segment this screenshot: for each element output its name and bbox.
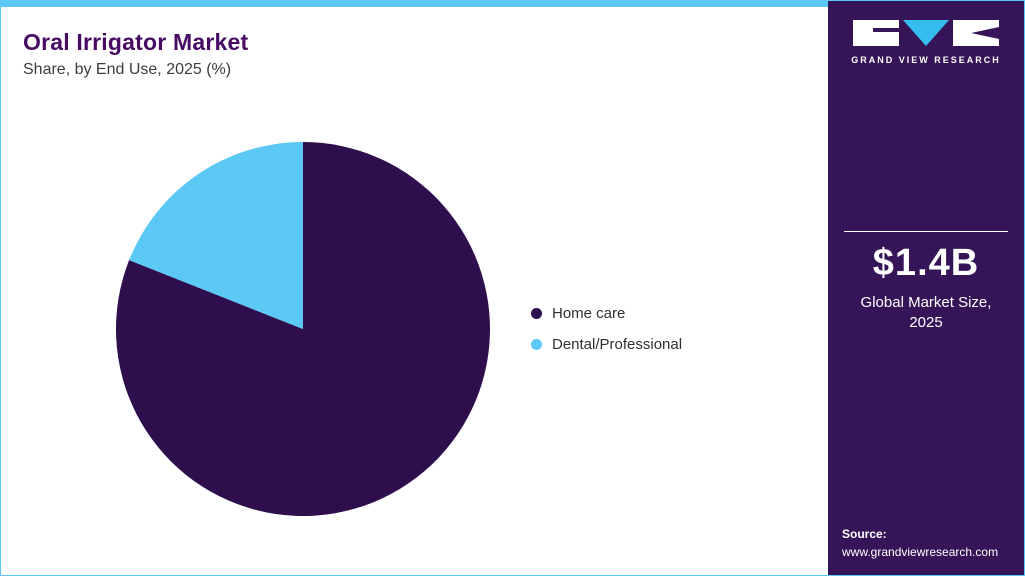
gvr-logo: GRAND VIEW RESEARCH [842,19,1010,65]
page-subtitle: Share, by End Use, 2025 (%) [23,61,232,78]
legend-swatch-home-care [531,308,542,319]
legend-label-dental-professional: Dental/Professional [552,336,683,353]
market-size-divider [844,231,1008,233]
market-size-value: $1.4B [872,242,980,285]
sidebar: GRAND VIEW RESEARCH $1.4B Global Market … [828,1,1024,575]
pie-chart [113,139,493,519]
source-block: Source: www.grandviewresearch.com [842,526,1010,561]
source-url[interactable]: www.grandviewresearch.com [842,544,999,559]
legend-label-home-care: Home care [552,305,626,322]
source-label: Source: [842,527,887,542]
chart-area: Oral Irrigator Market Share, by End Use,… [1,1,828,575]
market-size-block: $1.4B Global Market Size, 2025 [842,231,1010,332]
legend-item-home-care: Home care [531,305,682,322]
legend-item-dental-professional: Dental/Professional [531,336,682,353]
gvr-logo-icon [853,20,999,46]
legend: Home care Dental/Professional [531,305,682,353]
market-size-label: Global Market Size, 2025 [860,294,992,331]
brand-name: GRAND VIEW RESEARCH [851,55,1001,65]
legend-swatch-dental-professional [531,339,542,350]
page-title: Oral Irrigator Market [23,29,249,55]
pie-chart-svg [115,142,490,516]
